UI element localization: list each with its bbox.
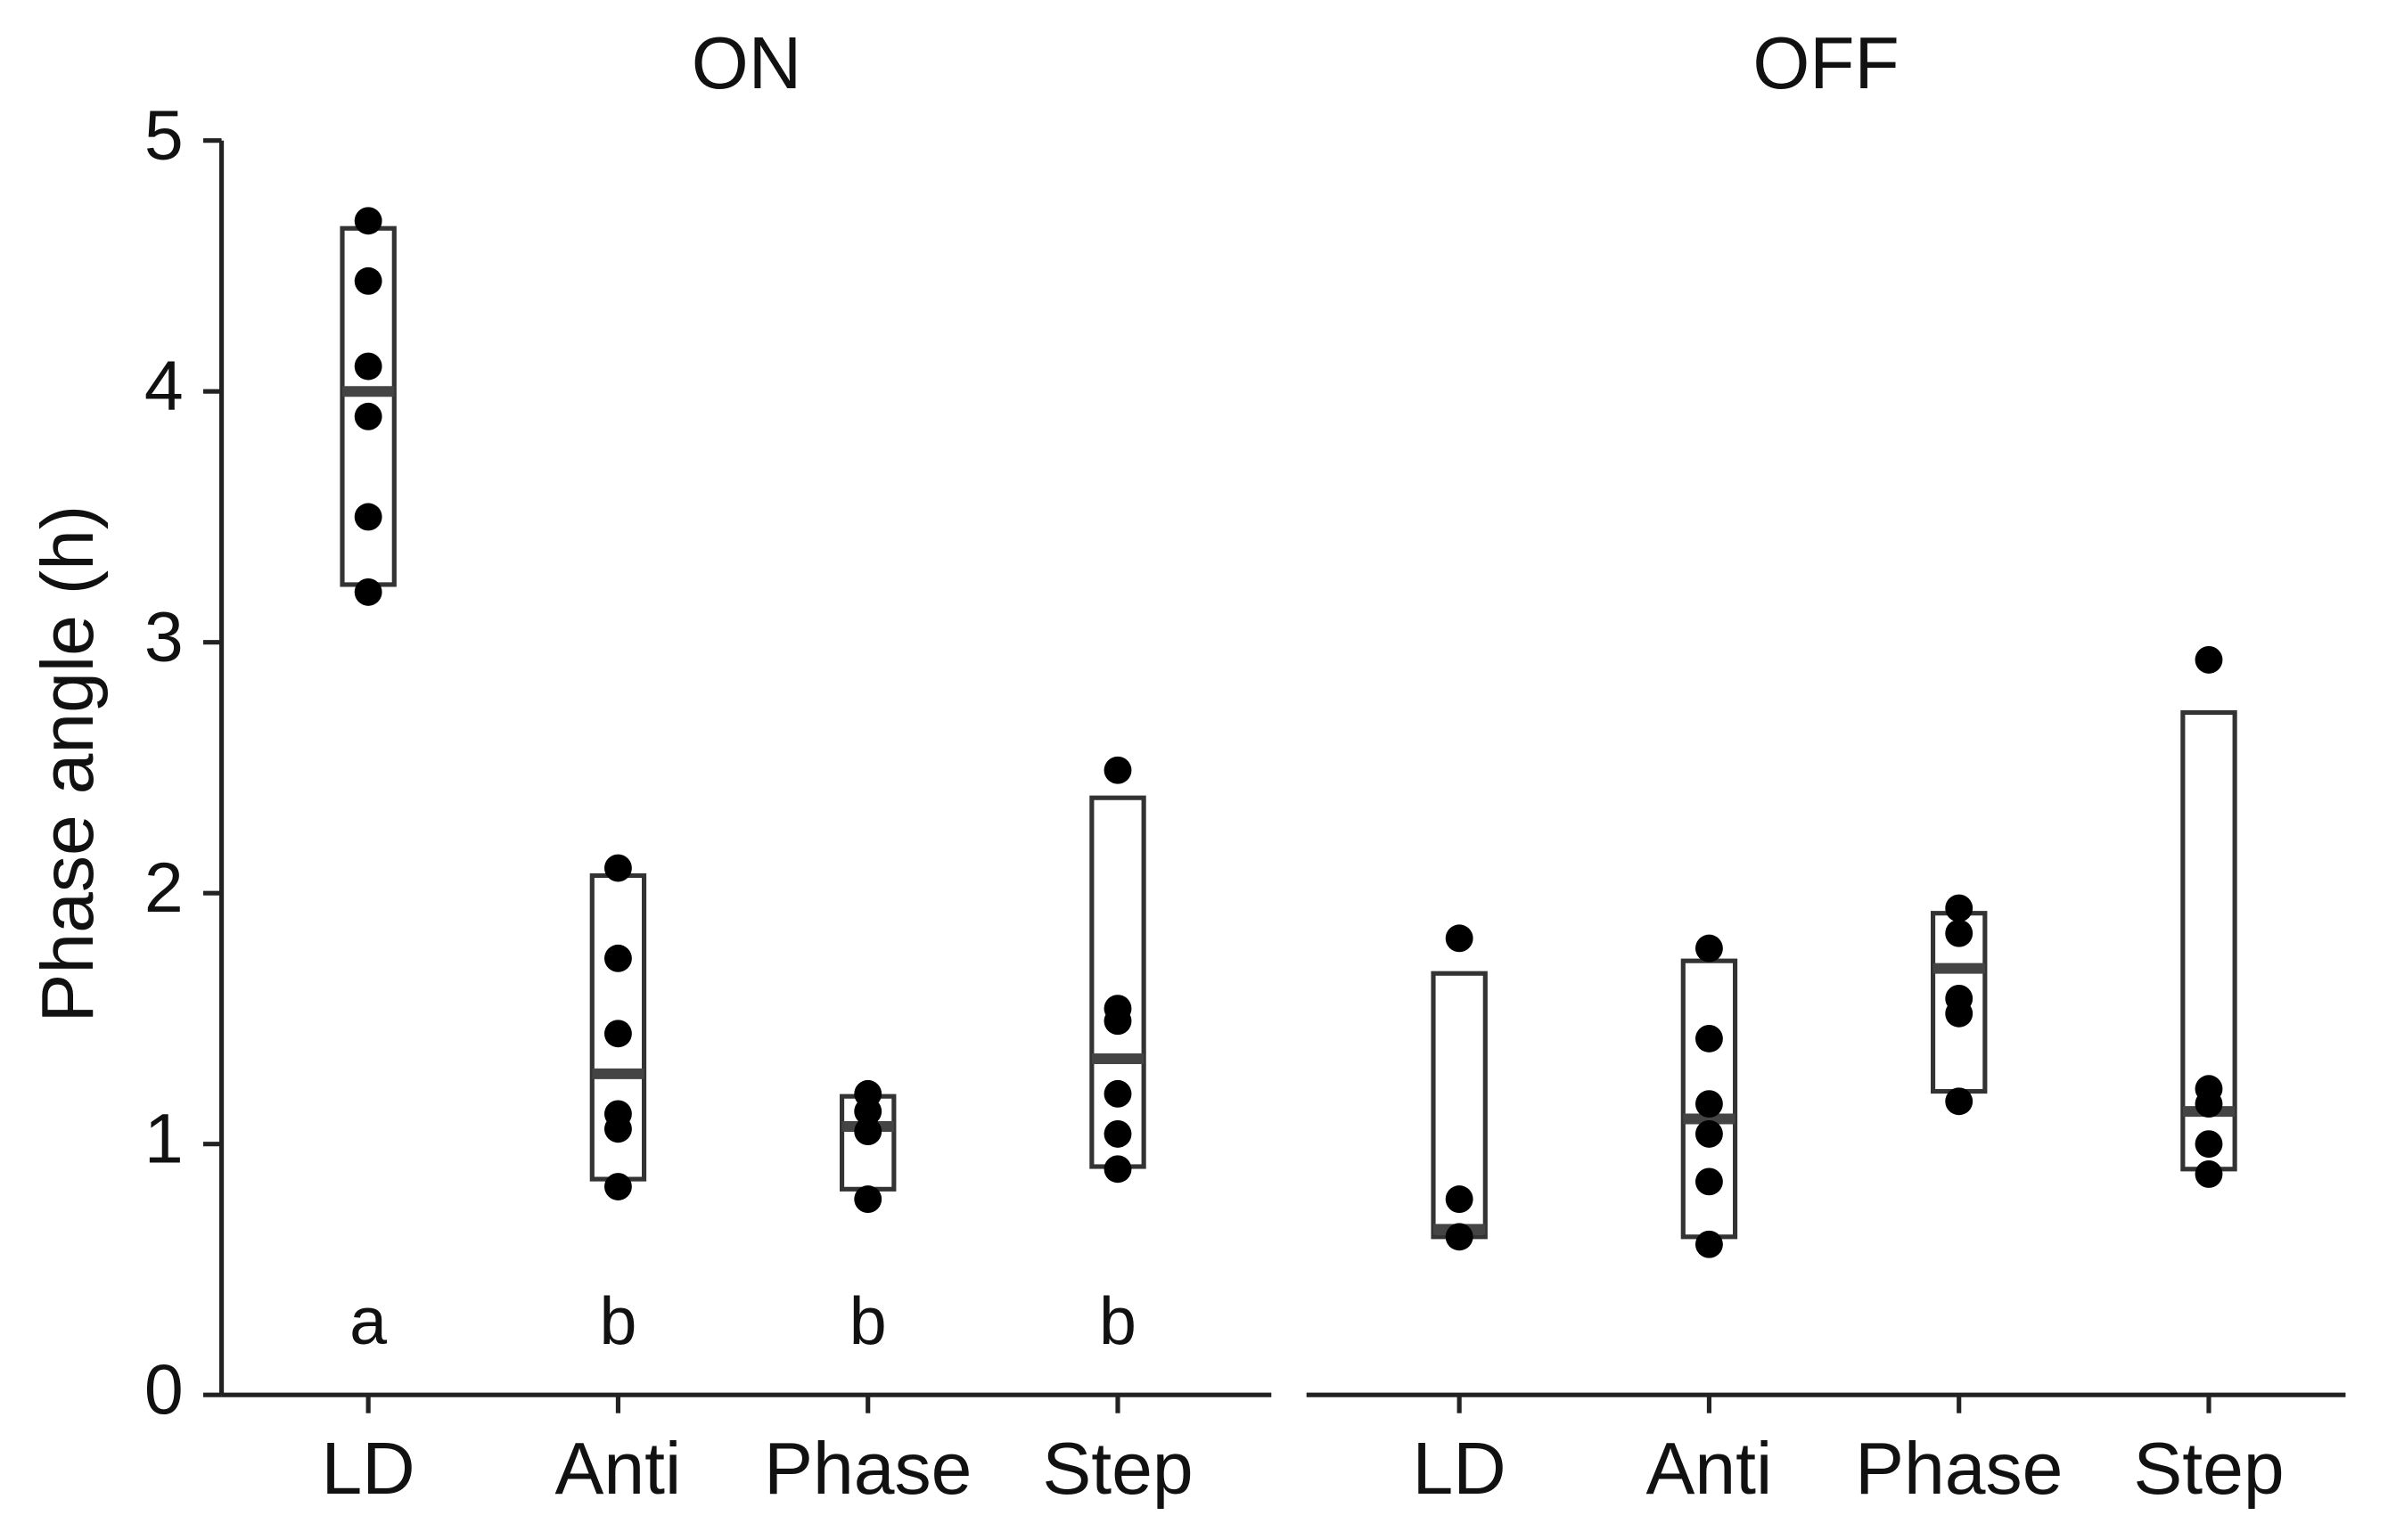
data-point: [1104, 1079, 1132, 1108]
x-tick-label: Phase: [764, 1429, 972, 1510]
data-point: [1445, 1223, 1473, 1251]
data-point: [1695, 1230, 1723, 1258]
data-point: [854, 1118, 882, 1146]
x-tick-label: Anti: [1646, 1429, 1773, 1510]
x-tick-label: LD: [1413, 1429, 1506, 1510]
y-tick-label: 4: [144, 347, 184, 425]
data-point: [354, 266, 382, 295]
data-point: [1104, 1119, 1132, 1148]
data-point: [1695, 1167, 1723, 1196]
data-point: [1695, 934, 1723, 962]
x-tick-label: Step: [2133, 1429, 2284, 1510]
box: [1089, 795, 1146, 1169]
y-tick-label: 3: [144, 598, 184, 676]
data-point: [604, 1173, 632, 1200]
x-tick-label: Phase: [1855, 1429, 2063, 1510]
data-point: [1445, 1185, 1473, 1214]
y-tick-label: 2: [144, 848, 184, 927]
data-point: [354, 578, 382, 606]
significance-letter: a: [349, 1283, 387, 1358]
y-tick-label: 1: [144, 1099, 184, 1177]
data-point: [2195, 1090, 2223, 1118]
data-point: [2195, 1160, 2223, 1188]
panel-title: ON: [692, 23, 801, 104]
significance-letter: b: [599, 1283, 636, 1358]
data-point: [1445, 924, 1473, 953]
data-point: [2195, 1130, 2223, 1159]
data-point: [854, 1185, 882, 1214]
data-point: [604, 1020, 632, 1048]
data-point: [1104, 1155, 1132, 1184]
data-point: [1695, 1025, 1723, 1053]
data-point: [1104, 1007, 1132, 1036]
data-point: [1945, 894, 1973, 922]
x-tick-label: Step: [1042, 1429, 1193, 1510]
data-point: [354, 352, 382, 381]
data-point: [604, 1115, 632, 1143]
y-tick-label: 5: [144, 96, 184, 175]
y-axis-label: Phase angle (h): [28, 505, 109, 1023]
data-point: [1695, 1119, 1723, 1148]
data-point: [1945, 999, 1973, 1028]
data-point: [354, 402, 382, 430]
data-point: [604, 854, 632, 882]
x-tick-label: Anti: [555, 1429, 682, 1510]
data-point: [1945, 919, 1973, 947]
data-point: [854, 1097, 882, 1126]
data-point: [1695, 1090, 1723, 1118]
x-tick-label: LD: [322, 1429, 415, 1510]
y-tick-label: 0: [144, 1350, 184, 1429]
significance-letter: b: [849, 1283, 887, 1358]
significance-letter: b: [1099, 1283, 1136, 1358]
data-point: [354, 503, 382, 531]
data-point: [2195, 645, 2223, 674]
data-point: [354, 207, 382, 235]
data-point: [1104, 756, 1132, 784]
data-point: [604, 944, 632, 972]
panel-title: OFF: [1752, 23, 1900, 104]
data-point: [1945, 1087, 1973, 1116]
